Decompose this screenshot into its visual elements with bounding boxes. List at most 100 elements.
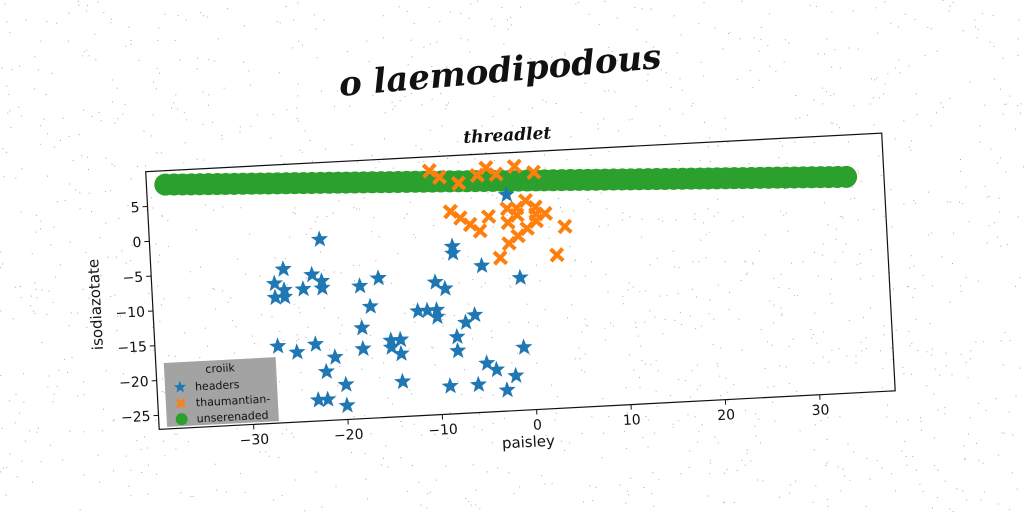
- headers-point: [313, 279, 331, 296]
- legend-entry-headers: headers: [173, 378, 240, 393]
- thaumantian-point: [431, 169, 448, 185]
- thaumantian-point: [549, 247, 565, 263]
- thaumantian-point: [442, 203, 459, 220]
- headers-point: [310, 230, 328, 247]
- headers-point: [391, 330, 409, 348]
- headers-point: [441, 377, 459, 394]
- headers-point: [369, 269, 387, 286]
- legend-x-marker: [175, 398, 187, 409]
- legend-label-unserenaded: unserenaded: [196, 409, 269, 426]
- thaumantian-point: [528, 206, 544, 222]
- x-axis: −30 −20 −10 0 10 20 30: [239, 394, 830, 449]
- legend-title: croiik: [205, 361, 236, 376]
- legend-entry-thaumantian: thaumantian-: [175, 393, 271, 410]
- x-tick-label: 20: [717, 407, 736, 424]
- headers-point: [498, 381, 516, 398]
- thaumantian-point: [499, 200, 515, 217]
- headers-point: [276, 288, 294, 305]
- headers-point: [269, 337, 287, 354]
- headers-point: [497, 185, 515, 203]
- headers-point: [382, 331, 400, 348]
- headers-point: [338, 396, 356, 414]
- headers-point: [409, 302, 427, 319]
- headers-point: [511, 268, 529, 286]
- headers-point: [266, 288, 284, 306]
- plot-area: threadlet −30 −20 −10 0 10 20 30 5 0 −5 −10 −15 −20…: [84, 123, 896, 453]
- thaumantian-point: [517, 192, 534, 209]
- y-axis-label: isodiazotate: [84, 258, 107, 350]
- headers-point: [473, 256, 491, 274]
- thaumantian-point: [525, 164, 542, 181]
- thaumantian-point: [452, 210, 469, 226]
- headers-point: [457, 313, 475, 331]
- headers-point: [443, 237, 461, 254]
- x-axis-label: paisley: [501, 432, 555, 453]
- headers-point: [303, 265, 321, 283]
- headers-point: [354, 339, 372, 357]
- headers-point: [426, 273, 444, 290]
- x-tick-label: −10: [428, 422, 458, 440]
- headers-point: [469, 375, 487, 393]
- headers-point: [515, 338, 533, 355]
- y-tick-label: −25: [121, 409, 151, 427]
- y-tick-label: 5: [130, 200, 140, 216]
- thaumantian-point: [478, 160, 494, 176]
- headers-point: [317, 362, 335, 380]
- y-axis: 5 0 −5 −10 −15 −20 −25: [115, 200, 159, 427]
- x-tick-label: 0: [533, 417, 543, 433]
- headers-point: [488, 360, 506, 378]
- series-headers: [265, 185, 533, 414]
- headers-point: [353, 318, 371, 336]
- legend-label-thaumantian: thaumantian-: [196, 393, 271, 410]
- thaumantian-point: [450, 175, 467, 191]
- x-tick-label: 10: [623, 412, 642, 429]
- headers-point: [444, 244, 462, 261]
- headers-point: [448, 327, 466, 345]
- y-tick-label: 0: [132, 235, 142, 251]
- headers-point: [394, 372, 412, 390]
- headers-point: [313, 272, 331, 289]
- axes-title: threadlet: [463, 123, 552, 148]
- y-tick-label: −15: [117, 339, 147, 357]
- headers-point: [351, 277, 369, 294]
- headers-point: [326, 348, 344, 365]
- y-tick-label: −20: [119, 374, 149, 392]
- legend: croiik headers thaumantian- unserenaded: [163, 357, 279, 427]
- unserenaded-point: [835, 165, 858, 188]
- headers-point: [436, 279, 454, 297]
- legend-entry-unserenaded: unserenaded: [175, 409, 269, 426]
- headers-point: [428, 308, 446, 325]
- headers-point: [265, 274, 283, 292]
- thaumantian-point: [488, 166, 504, 183]
- headers-point: [361, 297, 379, 315]
- thaumantian-point: [421, 163, 438, 179]
- series-thaumantian: [421, 158, 573, 266]
- x-tick-label: 30: [811, 402, 830, 419]
- thaumantian-point: [557, 218, 573, 235]
- headers-point: [274, 260, 292, 277]
- chart-suptitle: o laemodipodous: [337, 37, 662, 105]
- thaumantian-point: [472, 223, 488, 239]
- thaumantian-point: [462, 216, 478, 233]
- headers-point: [309, 391, 327, 408]
- thaumantian-point: [492, 250, 509, 266]
- legend-label-headers: headers: [195, 378, 240, 393]
- headers-point: [466, 306, 484, 323]
- x-tick-label: −20: [334, 427, 364, 445]
- thaumantian-point: [506, 158, 523, 175]
- series-layer: [154, 158, 858, 414]
- y-tick-label: −5: [122, 270, 143, 287]
- legend-circle-marker: [175, 413, 188, 426]
- x-tick-label: −30: [239, 432, 269, 450]
- headers-point: [507, 366, 525, 384]
- series-unserenaded: [154, 165, 858, 196]
- headers-point: [306, 335, 325, 352]
- headers-point: [478, 354, 496, 371]
- legend-box: [163, 357, 279, 427]
- headers-point: [449, 341, 467, 359]
- headers-point: [392, 344, 410, 362]
- headers-point: [288, 343, 306, 360]
- headers-point: [337, 375, 355, 393]
- headers-point: [294, 280, 312, 297]
- headers-point: [319, 390, 337, 408]
